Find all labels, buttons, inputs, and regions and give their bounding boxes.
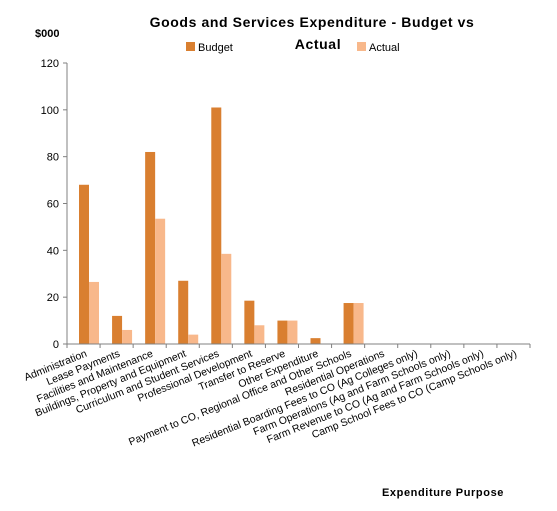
- legend-swatch-actual: [357, 42, 366, 51]
- chart-title-line2: Actual: [295, 36, 341, 52]
- bar-budget-3: [178, 280, 189, 344]
- bars-layer: [79, 107, 364, 344]
- bar-actual-5: [254, 325, 265, 344]
- bar-budget-7: [310, 338, 321, 344]
- bar-budget-0: [79, 184, 89, 344]
- legend-label-actual: Actual: [369, 42, 400, 54]
- bar-actual-3: [188, 334, 199, 344]
- x-axis-label: Expenditure Purpose: [382, 487, 504, 499]
- y-tick-label: 120: [41, 58, 59, 70]
- bar-budget-2: [145, 151, 156, 344]
- bar-actual-1: [122, 329, 133, 344]
- bar-actual-2: [155, 218, 166, 344]
- bar-budget-1: [112, 315, 123, 344]
- bar-actual-8: [353, 303, 364, 344]
- y-tick-label: 20: [47, 292, 59, 304]
- y-tick-label: 0: [53, 339, 59, 351]
- bar-actual-0: [89, 281, 99, 344]
- bar-actual-6: [287, 320, 298, 344]
- y-axis-ticks: 0 20 40 60 80 100 120: [41, 58, 67, 351]
- chart-title-line1: Goods and Services Expenditure - Budget …: [150, 14, 475, 30]
- bar-budget-6: [277, 320, 288, 344]
- bar-budget-4: [211, 107, 222, 344]
- legend-label-budget: Budget: [198, 42, 233, 54]
- legend-swatch-budget: [186, 42, 195, 51]
- bar-actual-4: [221, 253, 232, 344]
- y-tick-label: 40: [47, 245, 59, 257]
- y-tick-label: 60: [47, 199, 59, 211]
- bar-budget-8: [343, 303, 354, 344]
- legend: Budget Actual: [186, 42, 400, 54]
- y-tick-label: 80: [47, 152, 59, 164]
- bar-budget-5: [244, 300, 255, 344]
- axes-layer: [66, 63, 530, 345]
- y-axis-label: $000: [35, 28, 59, 40]
- y-tick-label: 100: [41, 105, 59, 117]
